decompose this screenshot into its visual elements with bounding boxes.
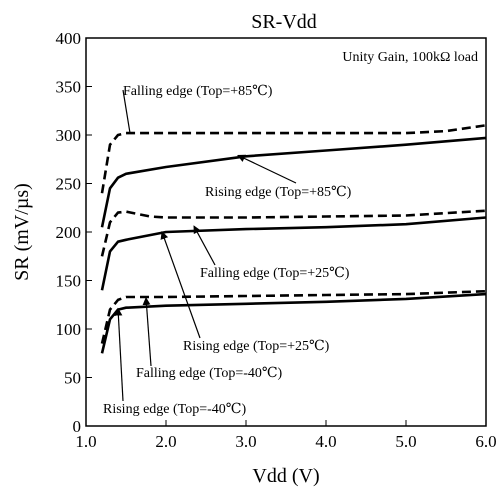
y-tick-label: 400: [56, 29, 82, 48]
label-rising-m40: Rising edge (Top=-40℃): [103, 402, 246, 417]
y-tick-label: 200: [56, 223, 82, 242]
label-falling-85: Falling edge (Top=+85℃): [123, 84, 273, 99]
series-line-5: [100, 292, 487, 354]
leader-line-3: [160, 231, 201, 339]
leader-line-1: [237, 154, 297, 184]
x-tick-label: 3.0: [235, 432, 256, 451]
y-tick-label: 250: [56, 175, 82, 194]
label-falling-m40: Falling edge (Top=-40℃): [136, 366, 283, 381]
y-tick-label: 300: [56, 126, 82, 145]
annotation-leaders: [114, 89, 297, 402]
leader-line-5: [114, 307, 124, 402]
x-tick-label: 1.0: [75, 432, 96, 451]
leader-line-4: [142, 296, 152, 367]
series-line-1: [100, 136, 487, 228]
x-tick-label: 4.0: [315, 432, 336, 451]
y-tick-label: 0: [73, 417, 82, 436]
x-tick-label: 5.0: [395, 432, 416, 451]
leader-line-2: [193, 225, 216, 266]
y-tick-label: 50: [64, 369, 81, 388]
label-rising-85: Rising edge (Top=+85℃): [205, 185, 352, 200]
axis-ticks: 1.0 2.0 3.0 4.0 5.0 6.0 0 50 100 150 200 250 300 350 4…: [56, 29, 497, 451]
series-line-4: [100, 289, 487, 344]
x-axis-label: Vdd (V): [252, 465, 319, 487]
series-line-2: [100, 209, 487, 257]
x-tick-label: 2.0: [155, 432, 176, 451]
series-lines: [100, 124, 487, 354]
series-line-0: [100, 124, 487, 194]
x-tick-label: 6.0: [475, 432, 496, 451]
leader-line-0: [122, 89, 131, 134]
label-rising-25: Rising edge (Top=+25℃): [183, 339, 330, 354]
y-axis-label: SR (mV/µs): [11, 183, 33, 281]
chart-note: Unity Gain, 100kΩ load: [342, 50, 478, 65]
y-tick-label: 350: [56, 78, 82, 97]
y-tick-label: 150: [56, 272, 82, 291]
y-tick-label: 100: [56, 320, 82, 339]
label-falling-25: Falling edge (Top=+25℃): [200, 266, 350, 281]
chart-title: SR-Vdd: [251, 11, 317, 33]
